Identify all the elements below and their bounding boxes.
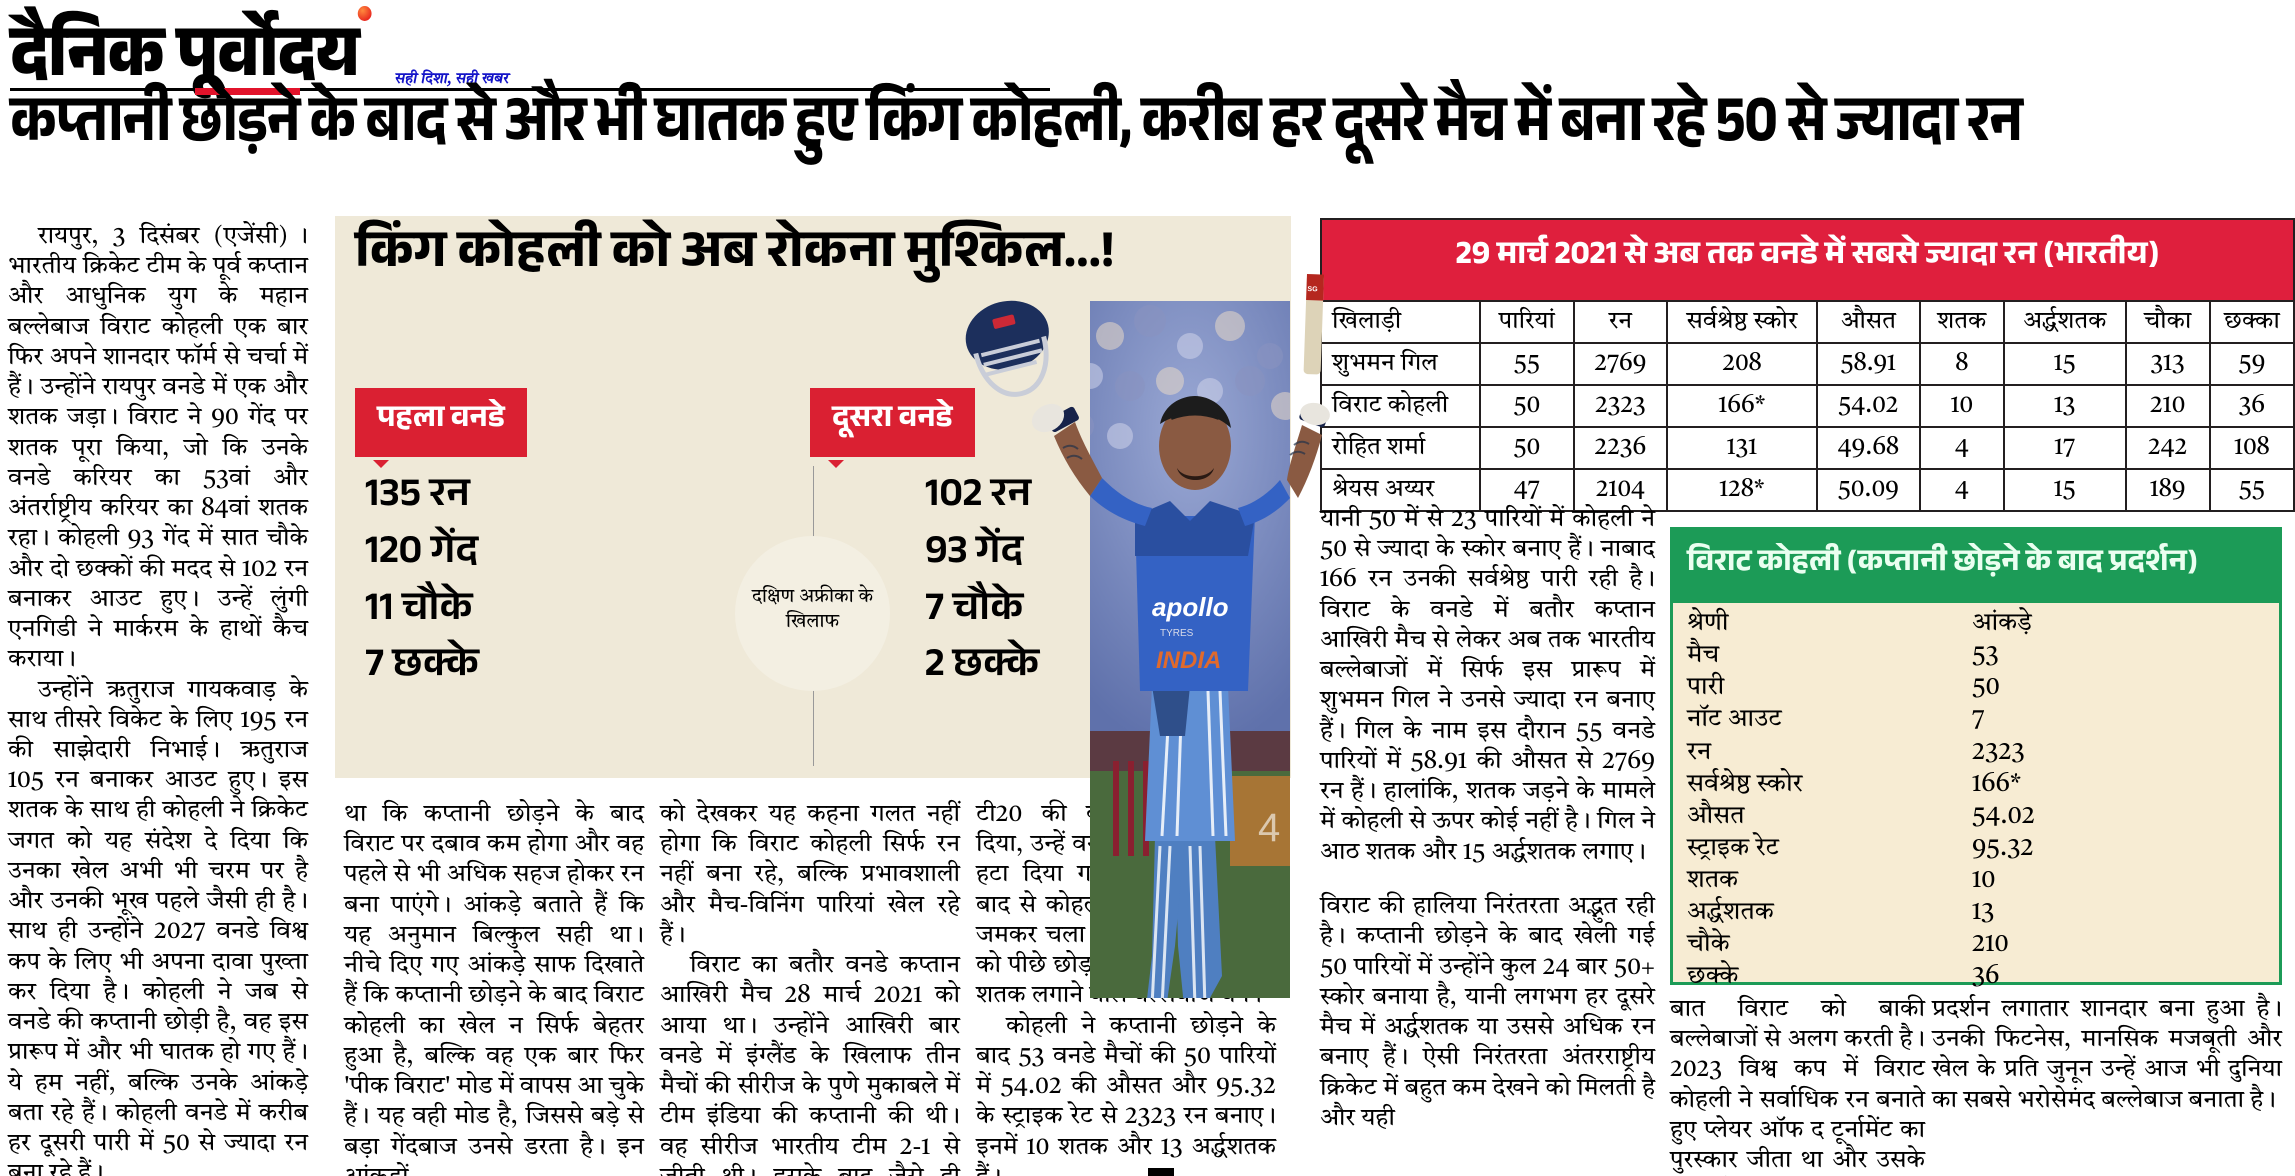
svg-text:TYRES: TYRES: [1160, 628, 1194, 639]
svg-text:SG: SG: [1307, 286, 1318, 293]
svg-text:apollo: apollo: [1152, 592, 1229, 622]
svg-text:4: 4: [1258, 806, 1280, 850]
svg-text:INDIA: INDIA: [1156, 647, 1221, 674]
